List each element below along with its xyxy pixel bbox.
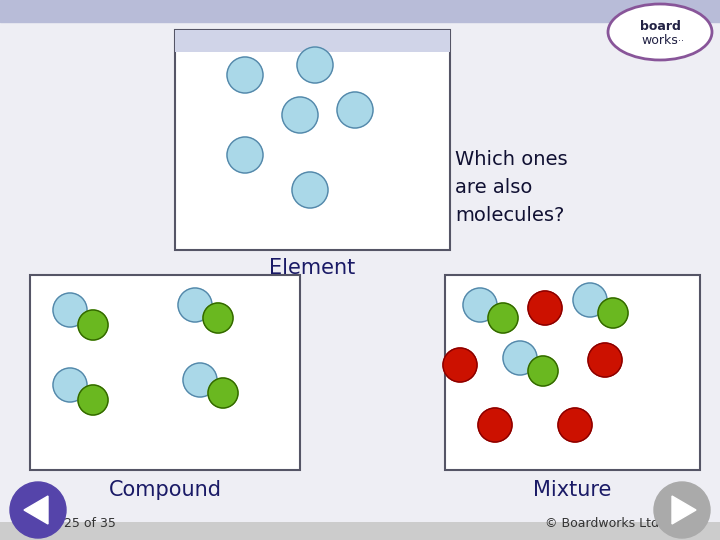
Text: Compound: Compound <box>109 480 222 500</box>
Bar <box>30 275 300 470</box>
Circle shape <box>292 172 328 208</box>
Circle shape <box>53 368 87 402</box>
Circle shape <box>297 47 333 83</box>
Bar <box>175 30 450 250</box>
Text: 25 of 35: 25 of 35 <box>64 517 116 530</box>
Circle shape <box>78 385 108 415</box>
Circle shape <box>528 356 558 386</box>
Bar <box>445 275 700 470</box>
Text: Which ones
are also
molecules?: Which ones are also molecules? <box>455 150 567 225</box>
Circle shape <box>558 408 592 442</box>
Circle shape <box>654 482 710 538</box>
Circle shape <box>337 92 373 128</box>
Polygon shape <box>672 496 696 524</box>
Bar <box>175 30 450 52</box>
Text: © Boardworks Ltd 2008: © Boardworks Ltd 2008 <box>545 517 695 530</box>
Circle shape <box>227 57 263 93</box>
Text: works: works <box>642 35 678 48</box>
Circle shape <box>503 341 537 375</box>
Circle shape <box>463 288 497 322</box>
Circle shape <box>178 288 212 322</box>
Circle shape <box>528 291 562 325</box>
Circle shape <box>443 348 477 382</box>
Circle shape <box>203 303 233 333</box>
Circle shape <box>10 482 66 538</box>
Circle shape <box>598 298 628 328</box>
Circle shape <box>573 283 607 317</box>
Ellipse shape <box>608 4 712 60</box>
Bar <box>0 522 720 540</box>
Text: Mixture: Mixture <box>533 480 611 500</box>
Circle shape <box>208 378 238 408</box>
Text: ...: ... <box>675 33 685 43</box>
Circle shape <box>478 408 512 442</box>
Text: board: board <box>639 21 680 33</box>
Circle shape <box>53 293 87 327</box>
Circle shape <box>588 343 622 377</box>
Circle shape <box>78 310 108 340</box>
Text: Element: Element <box>269 258 355 278</box>
Circle shape <box>282 97 318 133</box>
Circle shape <box>183 363 217 397</box>
Bar <box>0 0 720 22</box>
Circle shape <box>227 137 263 173</box>
Polygon shape <box>24 496 48 524</box>
Circle shape <box>488 303 518 333</box>
